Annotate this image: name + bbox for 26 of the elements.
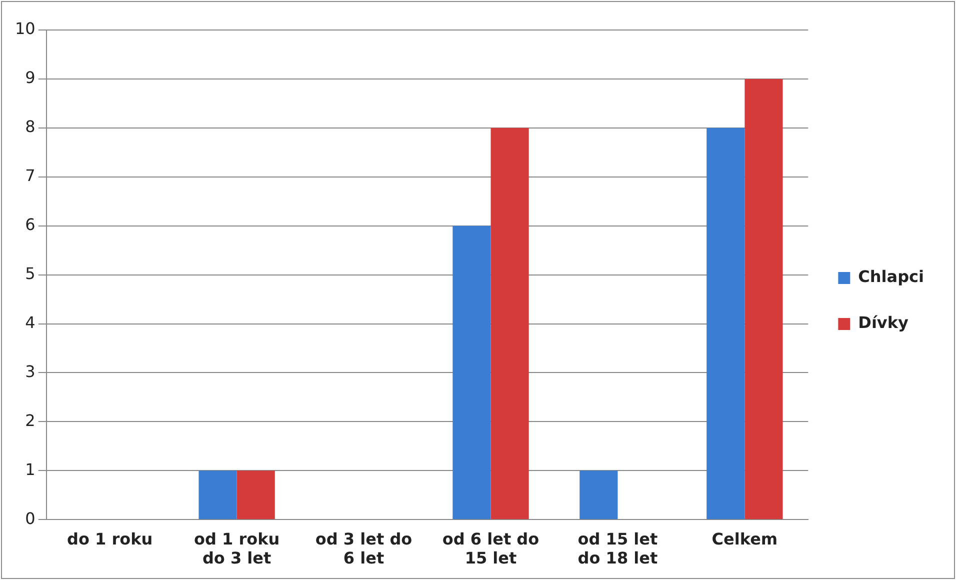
legend-label: Chlapci [858,267,924,286]
y-tick-label: 4 [25,312,36,332]
x-tick-label: Celkem [712,529,778,548]
y-tick-label: 5 [25,264,36,283]
bar [706,128,745,520]
y-tick-label: 10 [15,19,36,38]
bar [452,226,491,520]
bar [580,470,618,520]
y-tick-label: 0 [25,508,36,528]
y-tick-label: 9 [25,68,36,88]
y-tick-label: 3 [25,362,36,381]
x-tick-label: od 1 roku do 3 let [194,529,280,568]
bar [236,470,275,520]
bar [744,78,783,520]
y-tick-label: 7 [25,166,36,186]
x-tick-label: od 3 let do 6 let [315,529,412,568]
y-tick-label: 8 [25,117,36,136]
y-tick-label: 1 [25,460,36,479]
y-tick-label: 2 [25,410,36,430]
y-tick-label: 6 [25,214,36,234]
bar [198,470,237,520]
x-tick-label: do 1 roku [67,529,153,548]
bar [490,128,529,520]
legend-label: Dívky [858,313,909,332]
x-tick-label: od 15 let do 18 let [578,529,658,568]
x-tick-label: od 6 let do 15 let [442,529,540,568]
